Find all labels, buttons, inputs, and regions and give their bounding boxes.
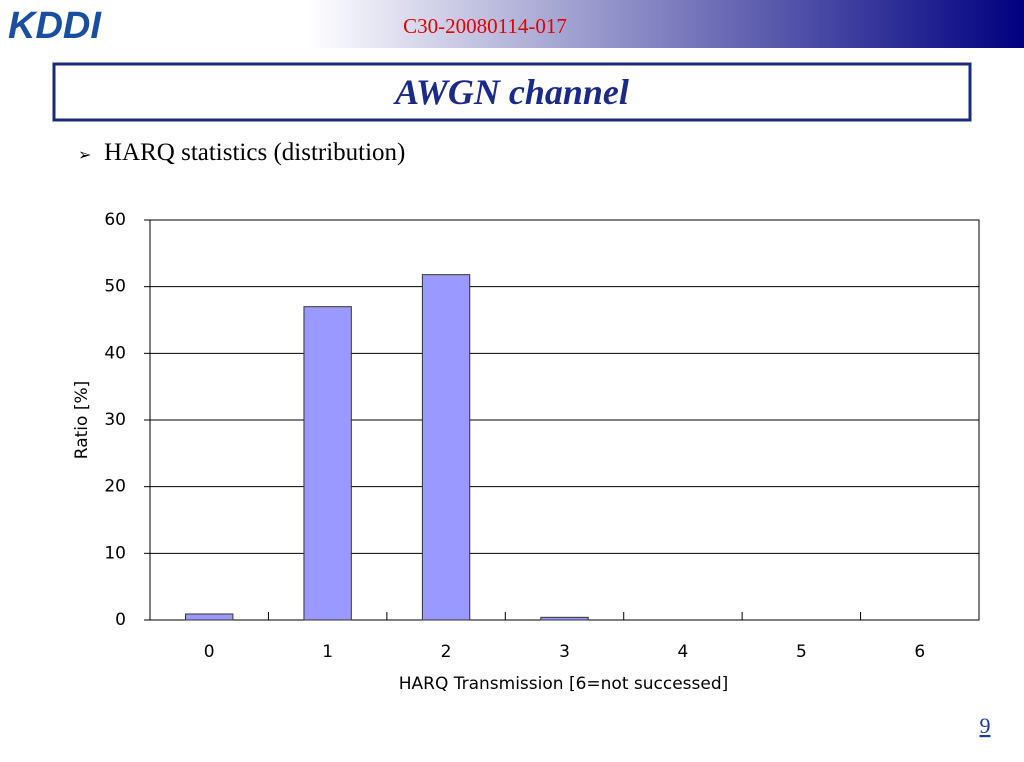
y-axis-label: Ratio [%] [72,381,92,459]
y-tick-label: 10 [104,543,126,563]
x-tick-label: 4 [678,642,689,662]
x-tick-label: 5 [796,642,807,662]
x-tick-label: 3 [559,642,570,662]
title-box [52,62,972,122]
y-tick-label: 30 [104,410,126,430]
x-tick-label: 1 [322,642,333,662]
chart: 0 10 20 30 40 50 60 0 1 2 3 4 5 6 HARQ Transmission [6… [72,210,980,694]
bar [421,274,471,621]
bullet-text: HARQ statistics (distribution) [104,139,405,166]
y-tick-label: 0 [115,610,126,630]
y-tick-label: 20 [104,477,126,497]
x-tick-label: 0 [204,642,215,662]
page-number: 9 [980,713,991,738]
x-axis-label: HARQ Transmission [6=not successed] [399,674,729,694]
x-tick-label: 2 [441,642,452,662]
logo: KDDI [8,5,102,47]
doc-id: C30-20080114-017 [403,14,567,38]
header-band [0,0,1024,48]
bar [540,616,589,621]
y-tick-label: 60 [104,210,126,230]
x-tick-label: 6 [914,642,925,662]
bar [303,306,352,621]
slide-title: AWGN channel [393,72,629,112]
bar [185,613,234,621]
bullet-icon: ➢ [78,145,91,164]
y-tick-label: 40 [104,343,126,363]
y-tick-label: 50 [104,277,126,297]
